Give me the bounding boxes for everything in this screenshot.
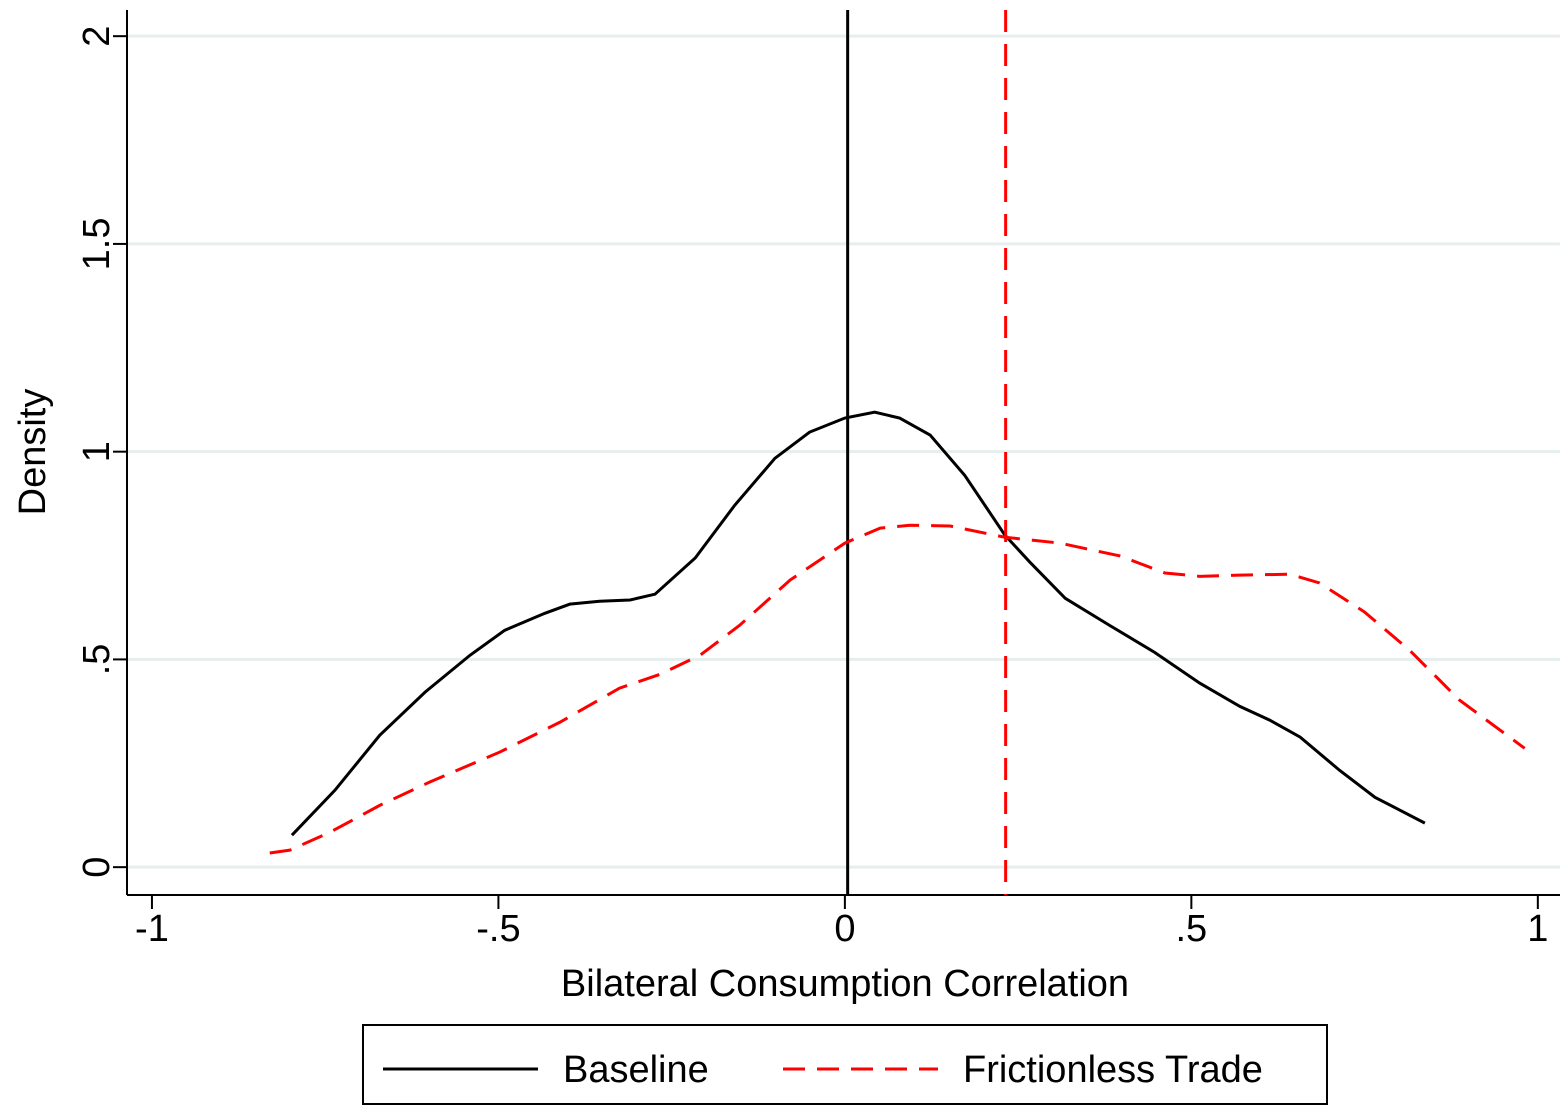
y-tick-label: 1 — [76, 441, 118, 462]
y-tick-label: .5 — [76, 644, 118, 676]
x-tick-label: 1 — [1527, 908, 1548, 950]
x-tick-label: .5 — [1176, 908, 1208, 950]
x-tick-label: -.5 — [476, 908, 520, 950]
legend-label: Baseline — [563, 1049, 709, 1091]
y-tick-label: 2 — [76, 26, 118, 47]
legend-box — [362, 1024, 1328, 1105]
density-line — [269, 523, 1526, 855]
y-tick-label: 0 — [76, 857, 118, 878]
density-line — [290, 410, 1426, 837]
x-tick-label: 0 — [834, 908, 855, 950]
y-axis-title: Density — [12, 389, 54, 516]
x-axis-title: Bilateral Consumption Correlation — [561, 963, 1129, 1005]
x-tick-label: -1 — [135, 908, 169, 950]
y-tick-label: 1.5 — [76, 218, 118, 271]
legend-label: Frictionless Trade — [963, 1049, 1263, 1091]
